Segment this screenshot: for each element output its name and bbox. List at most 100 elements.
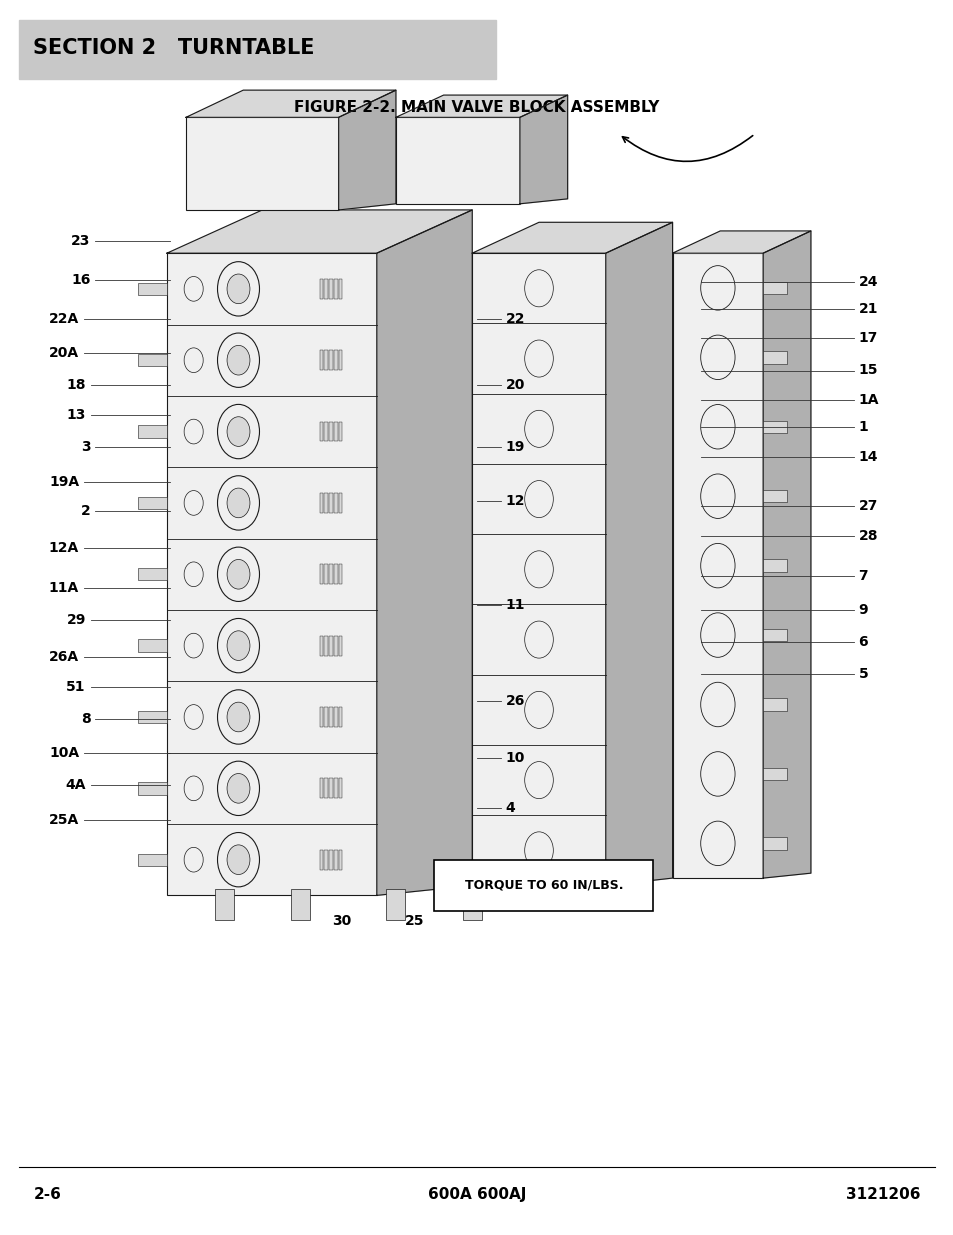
Bar: [291, 889, 310, 920]
Circle shape: [227, 631, 250, 661]
Text: 12A: 12A: [49, 541, 79, 556]
Circle shape: [227, 274, 250, 304]
Text: 24: 24: [858, 274, 877, 289]
Circle shape: [184, 490, 203, 515]
Text: 1: 1: [858, 420, 867, 435]
Text: 4: 4: [505, 800, 515, 815]
Polygon shape: [472, 222, 672, 253]
Text: 20A: 20A: [49, 346, 79, 361]
Bar: [338, 279, 342, 299]
Text: 15: 15: [858, 363, 877, 378]
Bar: [334, 351, 337, 370]
Bar: [334, 564, 337, 584]
Circle shape: [184, 348, 203, 373]
Polygon shape: [338, 90, 395, 210]
Circle shape: [524, 340, 553, 377]
Bar: [762, 490, 786, 503]
Polygon shape: [762, 231, 810, 878]
Text: 51: 51: [67, 679, 86, 694]
Text: 29: 29: [67, 613, 86, 627]
Text: 13: 13: [67, 408, 86, 422]
Circle shape: [227, 559, 250, 589]
Circle shape: [184, 634, 203, 658]
Bar: [762, 282, 786, 294]
Bar: [762, 629, 786, 641]
Text: 28: 28: [858, 529, 877, 543]
Bar: [138, 568, 167, 580]
Bar: [386, 889, 405, 920]
Bar: [319, 778, 323, 798]
Bar: [186, 117, 338, 210]
Bar: [762, 351, 786, 363]
Text: 9: 9: [858, 603, 867, 618]
Bar: [319, 421, 323, 441]
Bar: [472, 253, 605, 885]
Text: 8: 8: [81, 711, 91, 726]
Text: SECTION 2   TURNTABLE: SECTION 2 TURNTABLE: [33, 38, 314, 58]
Circle shape: [227, 773, 250, 803]
Polygon shape: [167, 210, 472, 253]
Bar: [167, 253, 376, 895]
Circle shape: [524, 692, 553, 729]
Bar: [138, 496, 167, 509]
Bar: [324, 493, 328, 513]
Bar: [138, 283, 167, 295]
Circle shape: [227, 703, 250, 732]
Bar: [214, 889, 233, 920]
Circle shape: [524, 480, 553, 517]
Bar: [138, 354, 167, 367]
Bar: [338, 493, 342, 513]
Bar: [329, 778, 333, 798]
Circle shape: [700, 752, 735, 797]
Bar: [329, 636, 333, 656]
Polygon shape: [186, 90, 395, 117]
Circle shape: [700, 821, 735, 866]
Bar: [329, 279, 333, 299]
Circle shape: [524, 410, 553, 447]
Text: TORQUE TO 60 IN/LBS.: TORQUE TO 60 IN/LBS.: [464, 879, 622, 892]
Bar: [138, 782, 167, 794]
Polygon shape: [672, 231, 810, 253]
Bar: [138, 640, 167, 652]
Text: 7: 7: [858, 568, 867, 583]
Bar: [334, 636, 337, 656]
Bar: [329, 564, 333, 584]
Bar: [762, 559, 786, 572]
Circle shape: [184, 562, 203, 587]
Text: 22: 22: [505, 311, 524, 326]
Circle shape: [227, 416, 250, 446]
Bar: [338, 421, 342, 441]
Bar: [329, 850, 333, 869]
Text: 2-6: 2-6: [33, 1187, 61, 1202]
Bar: [338, 850, 342, 869]
Bar: [319, 493, 323, 513]
Text: 1A: 1A: [858, 393, 878, 408]
Bar: [762, 421, 786, 433]
Bar: [324, 564, 328, 584]
Bar: [395, 117, 519, 204]
Text: 12: 12: [505, 494, 524, 509]
Circle shape: [524, 762, 553, 799]
Circle shape: [524, 551, 553, 588]
Circle shape: [700, 682, 735, 726]
Text: 18: 18: [67, 378, 86, 393]
FancyBboxPatch shape: [19, 20, 496, 79]
Bar: [319, 636, 323, 656]
Circle shape: [227, 488, 250, 517]
Polygon shape: [519, 95, 567, 204]
Text: 25A: 25A: [49, 813, 79, 827]
Bar: [762, 837, 786, 850]
Bar: [324, 351, 328, 370]
Circle shape: [184, 419, 203, 443]
Bar: [324, 708, 328, 727]
Bar: [324, 778, 328, 798]
Text: 16: 16: [71, 273, 91, 288]
Text: 2: 2: [81, 504, 91, 519]
Bar: [334, 279, 337, 299]
Bar: [319, 708, 323, 727]
Text: FIGURE 2-2. MAIN VALVE BLOCK ASSEMBLY: FIGURE 2-2. MAIN VALVE BLOCK ASSEMBLY: [294, 100, 659, 115]
Circle shape: [700, 266, 735, 310]
Bar: [329, 708, 333, 727]
Bar: [329, 493, 333, 513]
Text: 21: 21: [858, 301, 877, 316]
